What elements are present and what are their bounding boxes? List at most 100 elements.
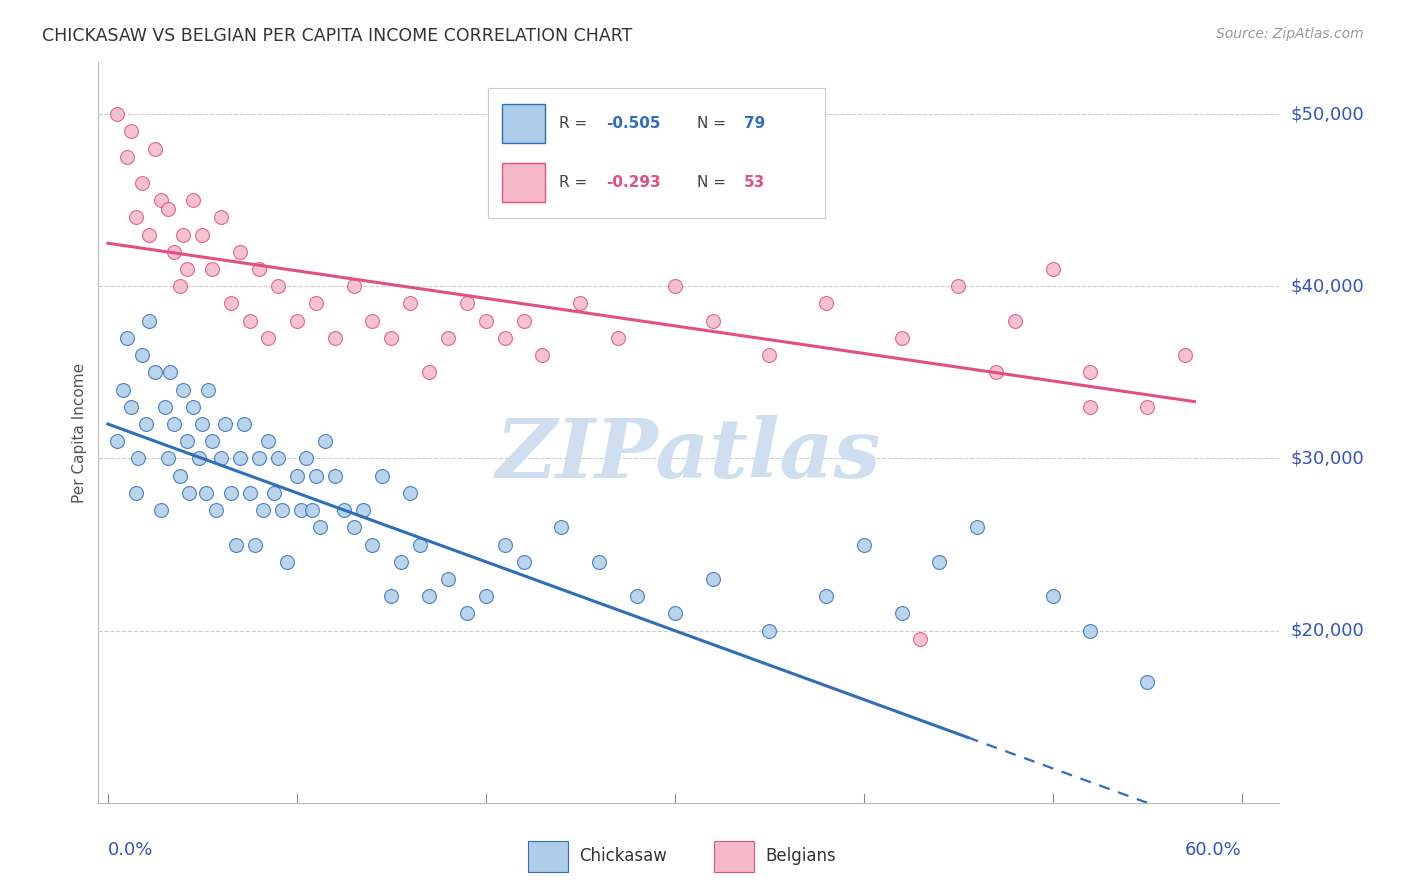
Point	[758, 624, 780, 638]
Point	[239, 314, 262, 328]
Point	[475, 589, 498, 603]
Point	[1042, 262, 1064, 277]
FancyBboxPatch shape	[527, 840, 568, 872]
Point	[814, 296, 837, 310]
Point	[172, 383, 194, 397]
Point	[569, 296, 592, 310]
Point	[169, 279, 191, 293]
Point	[301, 503, 323, 517]
Point	[131, 176, 153, 190]
Text: Chickasaw: Chickasaw	[579, 847, 666, 865]
Point	[232, 417, 254, 431]
Point	[127, 451, 149, 466]
Point	[814, 589, 837, 603]
Point	[197, 383, 219, 397]
Point	[371, 468, 394, 483]
Point	[399, 296, 422, 310]
Point	[219, 296, 242, 310]
Point	[948, 279, 970, 293]
Point	[105, 107, 128, 121]
Point	[176, 434, 198, 449]
Point	[550, 520, 572, 534]
Point	[966, 520, 988, 534]
Point	[361, 314, 384, 328]
Text: $50,000: $50,000	[1291, 105, 1365, 123]
Point	[149, 193, 172, 207]
Point	[201, 434, 224, 449]
Point	[342, 279, 364, 293]
Point	[209, 211, 232, 225]
Point	[143, 365, 166, 379]
Point	[225, 537, 247, 551]
Point	[247, 262, 270, 277]
Point	[229, 451, 252, 466]
Point	[115, 331, 138, 345]
Point	[257, 434, 280, 449]
Point	[120, 400, 142, 414]
Point	[295, 451, 318, 466]
Text: 0.0%: 0.0%	[108, 840, 153, 859]
Point	[512, 555, 534, 569]
Point	[512, 314, 534, 328]
Point	[176, 262, 198, 277]
Point	[120, 124, 142, 138]
Point	[245, 537, 267, 551]
Point	[456, 607, 478, 621]
Text: ZIPatlas: ZIPatlas	[496, 415, 882, 495]
Text: Source: ZipAtlas.com: Source: ZipAtlas.com	[1216, 27, 1364, 41]
Point	[138, 314, 160, 328]
Point	[437, 331, 460, 345]
Point	[910, 632, 932, 647]
Point	[153, 400, 176, 414]
Point	[191, 227, 214, 242]
Point	[263, 486, 285, 500]
Point	[418, 365, 440, 379]
Point	[380, 331, 402, 345]
Point	[159, 365, 181, 379]
Point	[105, 434, 128, 449]
Point	[1174, 348, 1197, 362]
Point	[135, 417, 157, 431]
Point	[758, 348, 780, 362]
Point	[456, 296, 478, 310]
Point	[270, 503, 292, 517]
Point	[342, 520, 364, 534]
Text: 60.0%: 60.0%	[1185, 840, 1241, 859]
Point	[138, 227, 160, 242]
Point	[408, 537, 430, 551]
Point	[664, 279, 686, 293]
Point	[1004, 314, 1026, 328]
Point	[131, 348, 153, 362]
Point	[111, 383, 134, 397]
Point	[531, 348, 554, 362]
Point	[169, 468, 191, 483]
Point	[195, 486, 218, 500]
Point	[157, 202, 180, 216]
Text: CHICKASAW VS BELGIAN PER CAPITA INCOME CORRELATION CHART: CHICKASAW VS BELGIAN PER CAPITA INCOME C…	[42, 27, 633, 45]
Point	[1136, 675, 1159, 690]
Point	[494, 537, 516, 551]
Point	[187, 451, 209, 466]
Point	[179, 486, 201, 500]
Point	[267, 279, 290, 293]
Point	[361, 537, 384, 551]
Text: $30,000: $30,000	[1291, 450, 1365, 467]
Point	[257, 331, 280, 345]
Point	[308, 520, 330, 534]
Point	[214, 417, 236, 431]
Point	[1080, 400, 1102, 414]
Point	[1080, 624, 1102, 638]
Point	[209, 451, 232, 466]
Point	[1080, 365, 1102, 379]
Point	[928, 555, 950, 569]
Point	[314, 434, 336, 449]
Point	[890, 331, 912, 345]
Point	[163, 417, 186, 431]
Point	[305, 468, 328, 483]
Point	[125, 211, 148, 225]
Point	[437, 572, 460, 586]
Point	[149, 503, 172, 517]
Point	[157, 451, 180, 466]
Point	[201, 262, 224, 277]
Point	[323, 331, 346, 345]
